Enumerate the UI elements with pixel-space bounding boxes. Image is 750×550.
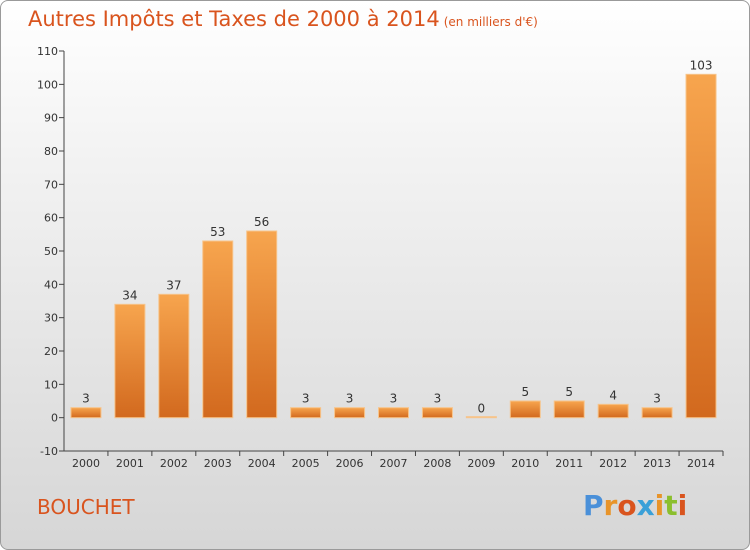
y-tick-label: 50	[44, 245, 58, 258]
y-axis: -10 0 10 20 30 40 50 60 70 80 90 100 110	[37, 45, 65, 458]
data-labels: 3 34 37 53 56 3 3 3 3 0 5 5 4 3 103	[82, 58, 712, 415]
bar	[114, 303, 146, 419]
x-tick-label: 2006	[336, 457, 364, 470]
y-tick-label: 80	[44, 145, 58, 158]
y-tick-label: 60	[44, 212, 58, 225]
x-tick-label: 2012	[599, 457, 627, 470]
logo-letter: r	[603, 489, 618, 522]
bar	[597, 403, 629, 419]
data-label: 56	[254, 215, 269, 229]
bar	[290, 407, 322, 419]
bar	[158, 293, 190, 419]
bar	[334, 407, 366, 419]
proxiti-logo[interactable]: Proxiti	[583, 489, 687, 522]
chart-subtitle: (en milliers d'€)	[443, 15, 538, 29]
data-label: 3	[82, 392, 90, 406]
data-label: 37	[166, 278, 181, 292]
data-label: 3	[653, 392, 661, 406]
bar	[685, 73, 717, 419]
y-tick-label: 100	[37, 78, 58, 91]
x-tick-label: 2009	[467, 457, 495, 470]
y-tick-label: 10	[44, 378, 58, 391]
x-tick-label: 2005	[292, 457, 320, 470]
bars	[70, 73, 717, 419]
y-tick-label: 110	[37, 45, 58, 58]
y-tick-label: 20	[44, 345, 58, 358]
logo-letter: t	[664, 489, 678, 522]
bar	[202, 240, 234, 419]
x-axis: 2000 2001 2002 2003 2004 2005 2006 2007 2008 2009…	[64, 450, 724, 470]
y-tick-label: 70	[44, 178, 58, 191]
logo-letter: i	[654, 489, 665, 522]
bar	[553, 400, 585, 419]
chart-title-text: Autres Impôts et Taxes de 2000 à 2014	[28, 7, 440, 31]
x-tick-label: 2001	[116, 457, 144, 470]
logo-letter: x	[636, 489, 655, 522]
x-tick-label: 2013	[643, 457, 671, 470]
x-tick-label: 2008	[423, 457, 451, 470]
x-tick-label: 2000	[72, 457, 100, 470]
x-tick-label: 2007	[380, 457, 408, 470]
x-tick-label: 2014	[687, 457, 715, 470]
x-tick-label: 2004	[248, 457, 276, 470]
data-label: 4	[609, 388, 617, 402]
data-label: 5	[521, 385, 529, 399]
bar	[70, 407, 102, 419]
bar	[465, 416, 497, 419]
data-label: 3	[346, 392, 354, 406]
y-tick-label: 0	[51, 412, 58, 425]
x-tick-label: 2011	[555, 457, 583, 470]
bar	[246, 230, 278, 419]
data-label: 3	[302, 392, 310, 406]
data-label: 34	[122, 288, 137, 302]
data-label: 0	[478, 402, 486, 416]
bar	[509, 400, 541, 419]
y-tick-label: 90	[44, 112, 58, 125]
data-label: 3	[434, 392, 442, 406]
commune-name: BOUCHET	[37, 495, 135, 519]
logo-letter: P	[583, 489, 604, 522]
logo-letter: o	[617, 489, 637, 522]
x-tick-label: 2010	[511, 457, 539, 470]
data-label: 5	[565, 385, 573, 399]
data-label: 53	[210, 225, 225, 239]
bar	[378, 407, 409, 419]
data-label: 3	[390, 392, 398, 406]
data-label: 103	[690, 58, 713, 72]
y-tick-label: 40	[44, 278, 58, 291]
chart-title: Autres Impôts et Taxes de 2000 à 2014 (en…	[28, 7, 538, 31]
logo-letter: i	[677, 489, 688, 522]
x-tick-label: 2003	[204, 457, 232, 470]
y-tick-label: 30	[44, 312, 58, 325]
bar	[641, 407, 673, 419]
bar	[421, 407, 453, 419]
y-tick-label: -10	[40, 445, 58, 458]
x-tick-label: 2002	[160, 457, 188, 470]
